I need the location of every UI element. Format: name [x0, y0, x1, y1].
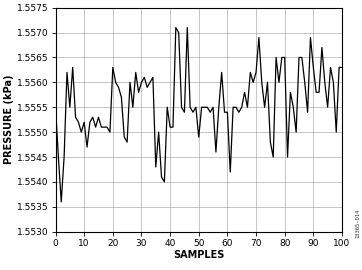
Text: 13365-014: 13365-014 [355, 208, 360, 238]
X-axis label: SAMPLES: SAMPLES [173, 251, 224, 261]
Y-axis label: PRESSURE (kPa): PRESSURE (kPa) [4, 75, 14, 164]
